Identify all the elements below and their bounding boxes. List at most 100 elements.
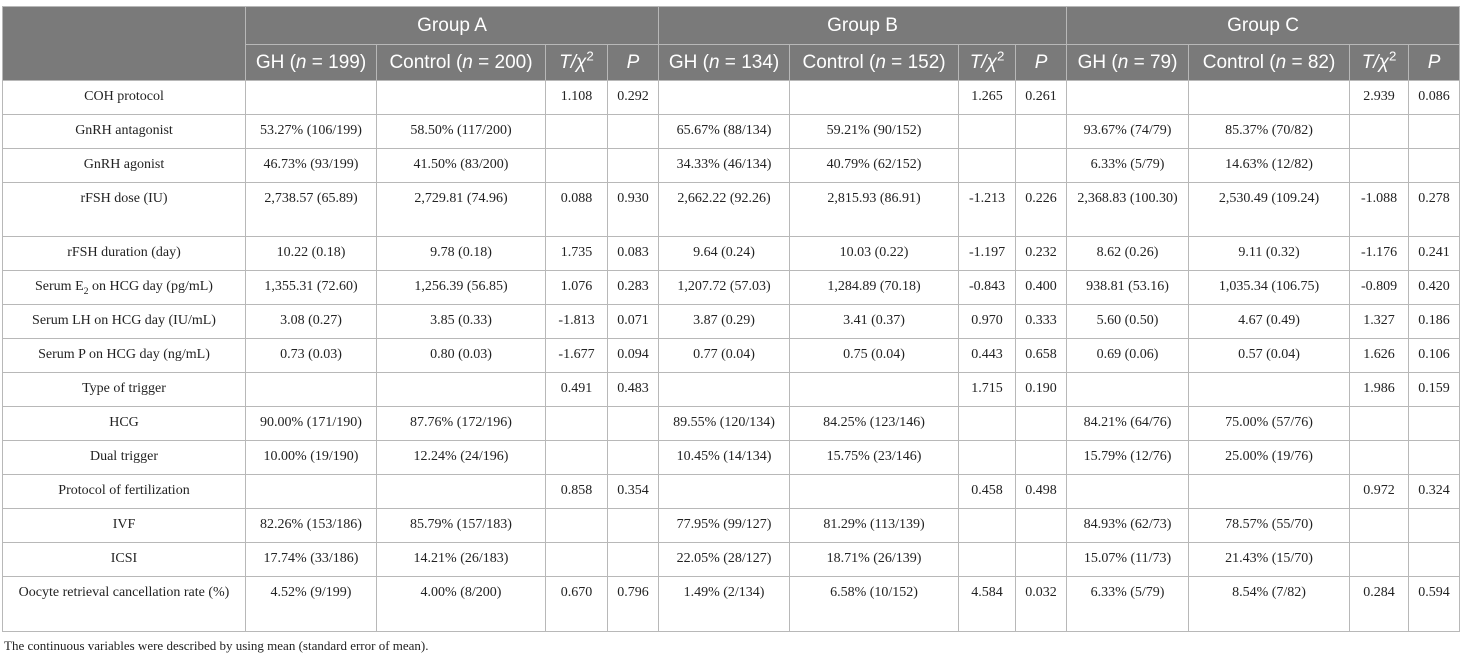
row-label: IVF	[2, 508, 246, 543]
table-row: Oocyte retrieval cancellation rate (%) 4.…	[2, 576, 1460, 632]
table-header: Group A Group B Group C GH (n = 199) Cont…	[2, 6, 1460, 81]
table-cell: 82.26% (153/186)	[245, 508, 377, 543]
table-cell: 0.670	[545, 576, 608, 632]
gh-count: 134	[741, 51, 773, 73]
table-cell: 1,284.89 (70.18)	[789, 270, 960, 305]
table-cell: 41.50% (83/200)	[376, 148, 546, 183]
table-cell: 0.77 (0.04)	[658, 338, 791, 373]
table-cell: 4.52% (9/199)	[245, 576, 377, 632]
table-cell: -1.213	[958, 182, 1017, 237]
table-cell: 10.22 (0.18)	[245, 236, 377, 271]
gh-count: 79	[1149, 51, 1172, 73]
table-cell: 0.354	[606, 474, 660, 509]
n-symbol: n	[708, 51, 720, 73]
row-label: GnRH agonist	[2, 148, 246, 183]
table-cell: 12.24% (24/196)	[376, 440, 546, 475]
table-cell: 0.57 (0.04)	[1188, 338, 1351, 373]
table-cell: 0.333	[1015, 304, 1068, 339]
table-row: Serum LH on HCG day (IU/mL) 3.08 (0.27) 3.…	[2, 304, 1460, 339]
table-figure: Group A Group B Group C GH (n = 199) Cont…	[0, 6, 1460, 654]
table-cell: 17.74% (33/186)	[245, 542, 377, 577]
table-cell: 0.106	[1408, 338, 1460, 373]
control-label: Control	[389, 51, 451, 73]
table-body: COH protocol 1.108 0.292 1.265 0.261 2.939 0.0…	[2, 80, 1460, 632]
table-cell: 4.584	[958, 576, 1017, 632]
table-cell: 87.76% (172/196)	[376, 406, 546, 441]
table-cell	[789, 80, 960, 115]
p-label: P	[1034, 51, 1048, 73]
table-row: GnRH antagonist 53.27% (106/199) 58.50% (1…	[2, 114, 1460, 149]
table-cell	[606, 542, 660, 577]
table-cell: 0.972	[1349, 474, 1410, 509]
n-symbol: n	[875, 51, 886, 73]
table-cell: 0.083	[606, 236, 660, 271]
table-cell: 0.491	[545, 372, 608, 407]
table-cell: 0.278	[1408, 182, 1460, 237]
row-label: COH protocol	[2, 80, 246, 115]
table-cell	[545, 114, 608, 149]
table-cell	[1408, 406, 1460, 441]
table-cell: 58.50% (117/200)	[376, 114, 546, 149]
table-cell: 0.186	[1408, 304, 1460, 339]
row-label: Oocyte retrieval cancellation rate (%)	[2, 576, 246, 632]
table-cell: 0.80 (0.03)	[376, 338, 546, 373]
table-cell	[1066, 372, 1190, 407]
row-label: rFSH dose (IU)	[2, 182, 246, 237]
table-row: rFSH dose (IU) 2,738.57 (65.89) 2,729.81 (…	[2, 182, 1460, 237]
table-cell: 10.00% (19/190)	[245, 440, 377, 475]
table-cell	[606, 114, 660, 149]
statistic-superscript: 2	[1388, 48, 1397, 64]
statistic-superscript: 2	[996, 48, 1005, 64]
table-cell	[1349, 114, 1410, 149]
table-cell: 0.970	[958, 304, 1017, 339]
table-cell: 10.45% (14/134)	[658, 440, 791, 475]
table-cell: 1.715	[958, 372, 1017, 407]
table-cell: 2,738.57 (65.89)	[245, 182, 377, 237]
table-cell: 15.07% (11/73)	[1066, 542, 1190, 577]
table-cell: -0.809	[1349, 270, 1410, 305]
gh-column-header: GH (n = 79)	[1066, 44, 1190, 81]
table-cell: 2,530.49 (109.24)	[1188, 182, 1351, 237]
p-label: P	[626, 51, 640, 73]
group-header: Group B	[658, 6, 1068, 45]
table-cell: 2,815.93 (86.91)	[789, 182, 960, 237]
gh-label: GH	[255, 51, 285, 73]
table-cell	[1349, 508, 1410, 543]
table-cell	[376, 372, 546, 407]
table-cell: 1.076	[545, 270, 608, 305]
table-cell: 1,207.72 (57.03)	[658, 270, 791, 305]
table-cell: 3.41 (0.37)	[789, 304, 960, 339]
table-cell: 0.226	[1015, 182, 1068, 237]
p-value-column-header: P	[1015, 44, 1068, 81]
table-cell	[1015, 114, 1068, 149]
table-cell	[1015, 508, 1068, 543]
table-cell: 1.626	[1349, 338, 1410, 373]
table-cell	[376, 474, 546, 509]
table-row: HCG 90.00% (171/190) 87.76% (172/196) 89.55…	[2, 406, 1460, 441]
table-cell	[1408, 114, 1460, 149]
table-cell: 15.79% (12/76)	[1066, 440, 1190, 475]
table-footnote: The continuous variables were described …	[4, 638, 429, 653]
table-cell: 6.58% (10/152)	[789, 576, 960, 632]
table-cell: 8.54% (7/82)	[1188, 576, 1351, 632]
control-column-header: Control (n = 82)	[1188, 44, 1351, 81]
table-cell: 0.483	[606, 372, 660, 407]
table-cell: 4.67 (0.49)	[1188, 304, 1351, 339]
statistic-label: T/χ	[969, 51, 997, 73]
table-cell	[1015, 440, 1068, 475]
table-cell: 0.69 (0.06)	[1066, 338, 1190, 373]
table-cell: 0.261	[1015, 80, 1068, 115]
table-cell: -1.197	[958, 236, 1017, 271]
table-row: Type of trigger 0.491 0.483 1.715 0.190 1.986…	[2, 372, 1460, 407]
table-row: rFSH duration (day) 10.22 (0.18) 9.78 (0.1…	[2, 236, 1460, 271]
table-cell: 2.939	[1349, 80, 1410, 115]
table-cell: -1.677	[545, 338, 608, 373]
row-label-subscript: 2	[83, 285, 89, 297]
statistic-label: T/χ	[559, 51, 587, 73]
table-cell	[1349, 406, 1410, 441]
gh-column-header: GH (n = 134)	[658, 44, 791, 81]
table-cell	[545, 440, 608, 475]
statistic-column-header: T/χ2	[958, 44, 1017, 81]
table-cell	[606, 148, 660, 183]
table-cell: 2,729.81 (74.96)	[376, 182, 546, 237]
